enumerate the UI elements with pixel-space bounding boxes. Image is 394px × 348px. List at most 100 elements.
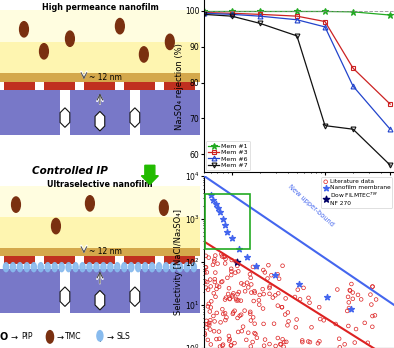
Literature data — [212, 279, 218, 285]
Circle shape — [10, 263, 15, 272]
Circle shape — [184, 263, 190, 272]
Bar — [140, 90, 200, 135]
Literature data — [333, 321, 339, 327]
Y-axis label: Na₂SO₄ rejection (%): Na₂SO₄ rejection (%) — [175, 43, 184, 129]
Circle shape — [73, 263, 78, 272]
Circle shape — [149, 263, 155, 272]
Literature data — [232, 270, 238, 275]
Literature data — [234, 298, 240, 303]
Literature data — [238, 298, 244, 303]
Literature data — [229, 257, 235, 263]
Text: New upper-bound: New upper-bound — [287, 184, 335, 228]
Literature data — [214, 310, 220, 316]
Nanofilm membrane — [243, 254, 250, 260]
Literature data — [228, 342, 234, 348]
Literature data — [283, 339, 290, 345]
Nanofilm membrane — [229, 236, 235, 241]
Nanofilm membrane — [324, 294, 331, 300]
Literature data — [372, 313, 378, 318]
Literature data — [229, 294, 236, 299]
Line: Mem #3: Mem #3 — [201, 10, 392, 106]
Bar — [0, 186, 200, 247]
Literature data — [349, 296, 356, 302]
Literature data — [201, 330, 208, 336]
Bar — [140, 269, 200, 313]
Legend: Mem #1, Mem #3, Mem #6, Mem #7: Mem #1, Mem #3, Mem #6, Mem #7 — [206, 141, 250, 171]
Literature data — [216, 336, 223, 342]
Mem #6 — [323, 25, 327, 29]
Literature data — [271, 321, 277, 326]
Literature data — [285, 318, 292, 324]
Literature data — [373, 297, 379, 302]
Literature data — [226, 338, 232, 343]
Literature data — [279, 263, 286, 269]
Literature data — [230, 310, 236, 315]
Literature data — [264, 276, 271, 281]
Circle shape — [52, 263, 57, 272]
Circle shape — [46, 331, 54, 343]
Literature data — [305, 295, 312, 301]
Literature data — [348, 281, 355, 287]
Literature data — [205, 287, 211, 293]
Literature data — [281, 339, 287, 345]
Literature data — [256, 292, 263, 298]
Literature data — [261, 343, 267, 348]
Nanofilm membrane — [219, 216, 226, 222]
Bar — [0, 10, 200, 73]
Literature data — [353, 326, 359, 332]
Literature data — [220, 342, 226, 347]
Mem #6 — [229, 12, 234, 16]
Literature data — [346, 300, 352, 305]
Literature data — [266, 285, 273, 291]
Mem #1 — [351, 10, 355, 14]
Literature data — [218, 251, 225, 257]
Literature data — [201, 267, 207, 273]
Circle shape — [115, 18, 124, 34]
Literature data — [266, 291, 273, 296]
Literature data — [282, 296, 289, 301]
Literature data — [223, 315, 230, 320]
Literature data — [218, 279, 225, 285]
Circle shape — [108, 263, 113, 272]
Literature data — [262, 337, 268, 342]
Literature data — [240, 282, 247, 287]
Mem #6 — [257, 14, 262, 18]
Mem #1 — [257, 9, 262, 14]
Circle shape — [39, 44, 48, 59]
Literature data — [364, 340, 371, 346]
Literature data — [203, 325, 210, 330]
Literature data — [260, 321, 267, 327]
X-axis label: Na₂SO₄ concentration
(g.L⁻¹): Na₂SO₄ concentration (g.L⁻¹) — [253, 187, 344, 206]
Literature data — [281, 344, 287, 348]
Circle shape — [4, 263, 9, 272]
Literature data — [368, 302, 375, 307]
Literature data — [346, 305, 352, 311]
Bar — [4, 82, 35, 90]
Literature data — [236, 313, 243, 318]
Literature data — [251, 330, 258, 336]
Literature data — [276, 276, 282, 282]
Literature data — [226, 285, 232, 291]
Line: Mem #7: Mem #7 — [201, 12, 392, 167]
Text: SLS: SLS — [116, 332, 130, 341]
Literature data — [212, 276, 218, 282]
Literature data — [248, 282, 255, 287]
Mem #1 — [229, 9, 234, 14]
Literature data — [347, 287, 353, 293]
Circle shape — [94, 263, 99, 272]
Circle shape — [101, 263, 106, 272]
Literature data — [279, 304, 285, 310]
Literature data — [235, 269, 242, 274]
Literature data — [208, 284, 214, 289]
Literature data — [227, 336, 233, 342]
Literature data — [208, 299, 214, 304]
Literature data — [210, 313, 217, 319]
Mem #3 — [351, 66, 355, 70]
Circle shape — [164, 263, 169, 272]
Literature data — [268, 272, 275, 278]
Literature data — [316, 304, 322, 310]
Literature data — [275, 271, 281, 277]
Literature data — [243, 337, 249, 343]
Literature data — [201, 270, 208, 276]
Circle shape — [59, 263, 64, 272]
